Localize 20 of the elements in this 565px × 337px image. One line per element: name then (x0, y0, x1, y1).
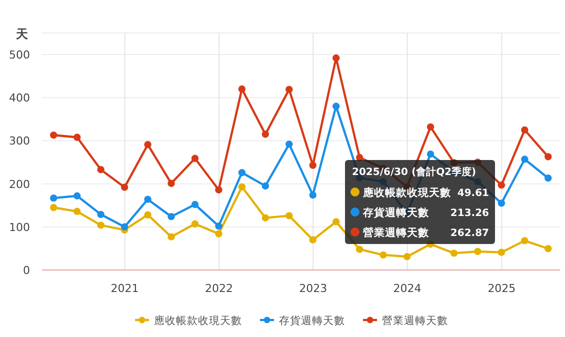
legend: 應收帳款收現天數 存貨週轉天數 營業週轉天數 (135, 315, 448, 327)
legend-label: 營業週轉天數 (363, 226, 430, 239)
y-tick-label: 300 (9, 134, 30, 148)
x-tick-label: 2025 (488, 282, 516, 295)
x-tick-label: 2024 (393, 282, 422, 295)
y-axis-title: 天 (15, 27, 29, 41)
y-tick-label: 200 (9, 178, 30, 191)
annotation: 49.61 (457, 188, 490, 199)
x-tick-label: 2022 (204, 282, 233, 295)
annotation: 213.26 (450, 208, 490, 219)
legend-label: 應收帳款收現天數 (362, 186, 452, 199)
y-tick-label: 100 (9, 220, 30, 234)
legend-label: 存貨週轉天數 (362, 206, 430, 219)
x-tick-label: 2023 (299, 282, 328, 295)
annotation: 2025/6/30 (會計Q2季度) (352, 166, 476, 178)
x-tick-label: 2021 (110, 282, 139, 295)
y-tick-label: 0 (23, 264, 30, 277)
y-tick-label: 500 (9, 48, 30, 62)
y-tick-label: 400 (9, 92, 30, 105)
annotation: 262.87 (450, 228, 490, 239)
